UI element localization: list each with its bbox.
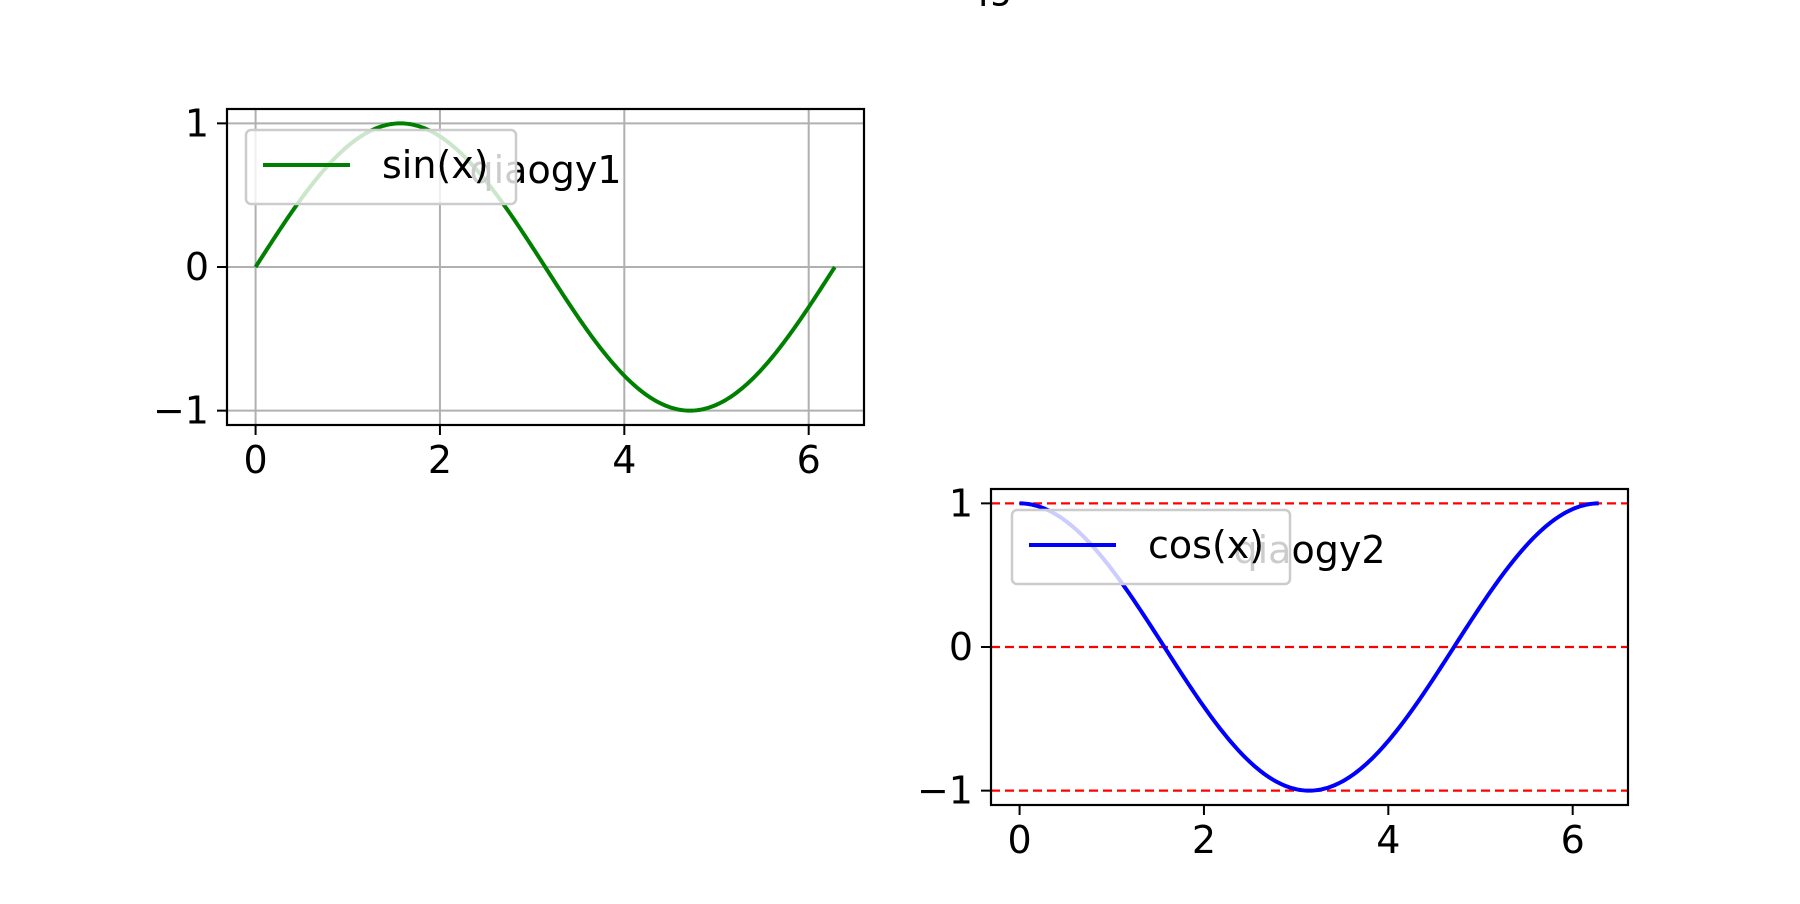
figure-title: rqgco — [949, 0, 1056, 7]
y-tick-label: 1 — [949, 481, 973, 525]
x-tick-label: 4 — [1376, 818, 1400, 862]
legend-label: sin(x) — [382, 143, 489, 187]
x-tick-label: 0 — [1007, 818, 1031, 862]
x-tick-label: 4 — [612, 438, 636, 482]
y-tick-label: 0 — [185, 245, 209, 289]
y-tick-label: −1 — [153, 389, 209, 433]
x-tick-label: 6 — [797, 438, 821, 482]
x-tick-label: 2 — [428, 438, 452, 482]
x-tick-label: 2 — [1192, 818, 1216, 862]
y-tick-label: 1 — [185, 101, 209, 145]
y-tick-label: −1 — [917, 769, 973, 813]
x-tick-label: 6 — [1561, 818, 1585, 862]
legend-box — [1010, 508, 1292, 586]
x-tick-label: 0 — [243, 438, 267, 482]
y-tick-label: 0 — [949, 625, 973, 669]
legend-label: cos(x) — [1148, 523, 1264, 567]
legend-box — [244, 128, 518, 206]
